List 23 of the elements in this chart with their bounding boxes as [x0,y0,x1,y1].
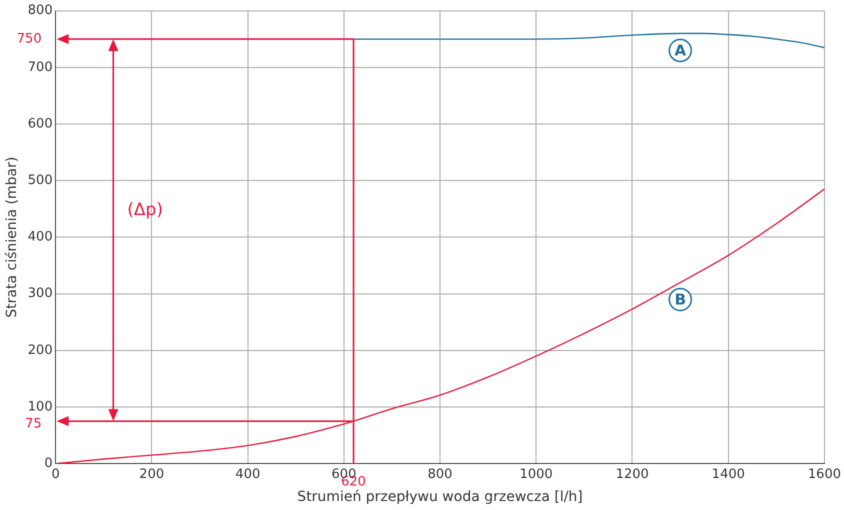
y-tick-label: 800 [28,3,53,18]
x-tick-label: 800 [428,466,452,482]
annotation: A [674,41,686,60]
y-tick-label: 700 [28,60,53,75]
y-tick-label: 500 [28,172,53,188]
x-tick-label: 400 [235,466,260,482]
y-tick-label: 200 [28,342,53,358]
x-tick-label: 1400 [712,466,745,482]
y-tick-label: 300 [28,286,53,302]
ref-line-label: 75 [25,416,42,432]
annotation: (Δp) [127,200,163,220]
x-axis-title: Strumień przepływu woda grzewcza [l/h] [297,489,583,506]
annotation: B [674,290,686,308]
ref-line-label: 750 [16,31,42,46]
y-tick-label: 600 [28,116,53,132]
x-tick-label: 200 [139,466,164,482]
y-axis-title: Strata ciśnienia (mbar) [4,156,20,318]
x-tick-label: 1600 [808,466,842,482]
y-tick-label: 100 [28,399,53,414]
y-tick-label: 0 [44,456,53,471]
y-tick-label: 400 [28,230,53,245]
x-tick-label: 1000 [520,466,553,482]
x-tick-label: 1200 [616,466,649,482]
